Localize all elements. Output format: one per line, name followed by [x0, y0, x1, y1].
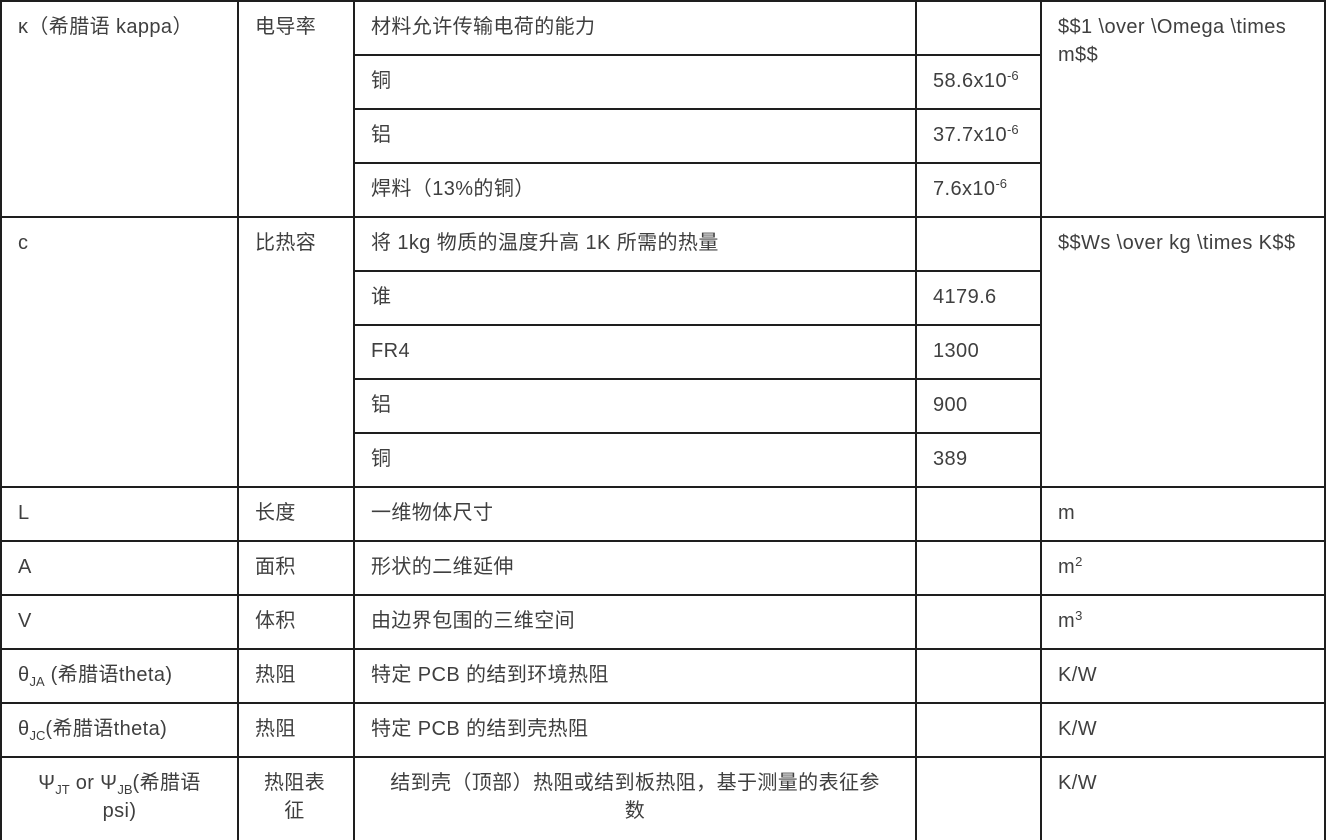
table-row: L 长度 一维物体尺寸 m [0, 486, 1326, 542]
cell-value-empty [915, 216, 1042, 272]
table-row: FR4 1300 [1, 324, 1325, 380]
property-description: 结到壳（顶部）热阻或结到板热阻，基于测量的表征参数 [353, 756, 917, 840]
unit-label: K/W [1040, 648, 1326, 704]
symbol-psi: ΨJT or ΨJB(希腊语 psi) [0, 756, 239, 840]
unit-label: K/W [1040, 756, 1326, 840]
property-description: 特定 PCB 的结到环境热阻 [353, 648, 917, 704]
property-description: 将 1kg 物质的温度升高 1K 所需的热量 [353, 216, 917, 272]
property-name: 体积 [237, 594, 355, 650]
property-name: 热阻 [237, 648, 355, 704]
property-name: 热阻表征 [237, 756, 355, 840]
property-description: 形状的二维延伸 [353, 540, 917, 596]
table-row: ΨJT or ΨJB(希腊语 psi) 热阻表征 结到壳（顶部）热阻或结到板热阻… [0, 756, 1326, 840]
material-value: 389 [915, 432, 1042, 488]
symbol-kappa: κ（希腊语 kappa） [0, 0, 239, 218]
table-row: 焊料（13%的铜） 7.6x10-6 [1, 162, 1325, 218]
table-row: 铝 900 [1, 378, 1325, 434]
unit-formula: $$Ws \over kg \times K$$ [1040, 216, 1326, 488]
property-name: 长度 [237, 486, 355, 542]
material-value: 1300 [915, 324, 1042, 380]
symbol-V: V [0, 594, 239, 650]
property-name: 面积 [237, 540, 355, 596]
symbol-theta-jc: θJC(希腊语theta) [0, 702, 239, 758]
property-name: 电导率 [237, 0, 355, 218]
unit-label: m2 [1040, 540, 1326, 596]
material-value: 58.6x10-6 [915, 54, 1042, 110]
table-row: 铝 37.7x10-6 [1, 108, 1325, 164]
cell-value-empty [915, 486, 1042, 542]
property-description: 由边界包围的三维空间 [353, 594, 917, 650]
material-label: 铝 [353, 108, 917, 164]
material-label: 铜 [353, 54, 917, 110]
unit-formula: $$1 \over \Omega \times m$$ [1040, 0, 1326, 218]
material-value: 7.6x10-6 [915, 162, 1042, 218]
table-row: V 体积 由边界包围的三维空间 m3 [0, 594, 1326, 650]
material-label: 谁 [353, 270, 917, 326]
symbol-L: L [0, 486, 239, 542]
property-name: 热阻 [237, 702, 355, 758]
material-value: 900 [915, 378, 1042, 434]
material-label: 焊料（13%的铜） [353, 162, 917, 218]
table-row: 铜 389 [1, 432, 1325, 488]
table-row: 谁 4179.6 [1, 270, 1325, 326]
cell-value-empty [915, 756, 1042, 840]
table-row: 铜 58.6x10-6 [1, 54, 1325, 110]
cell-value-empty [915, 702, 1042, 758]
property-description: 一维物体尺寸 [353, 486, 917, 542]
material-label: 铝 [353, 378, 917, 434]
table-row: θJC(希腊语theta) 热阻 特定 PCB 的结到壳热阻 K/W [0, 702, 1326, 758]
table-row: c 比热容 将 1kg 物质的温度升高 1K 所需的热量 $$Ws \over … [0, 216, 1326, 488]
cell-value-empty [915, 0, 1042, 56]
table-row: A 面积 形状的二维延伸 m2 [0, 540, 1326, 596]
symbol-A: A [0, 540, 239, 596]
material-label: 铜 [353, 432, 917, 488]
unit-label: m [1040, 486, 1326, 542]
material-value: 37.7x10-6 [915, 108, 1042, 164]
cell-value-empty [915, 540, 1042, 596]
property-description: 材料允许传输电荷的能力 [353, 0, 917, 56]
material-label: FR4 [353, 324, 917, 380]
table-row: θJA (希腊语theta) 热阻 特定 PCB 的结到环境热阻 K/W [0, 648, 1326, 704]
property-description: 特定 PCB 的结到壳热阻 [353, 702, 917, 758]
cell-value-empty [915, 648, 1042, 704]
property-name: 比热容 [237, 216, 355, 488]
unit-label: K/W [1040, 702, 1326, 758]
table-row: κ（希腊语 kappa） 电导率 材料允许传输电荷的能力 $$1 \over \… [0, 0, 1326, 218]
cell-value-empty [915, 594, 1042, 650]
symbol-c: c [0, 216, 239, 488]
symbol-theta-ja: θJA (希腊语theta) [0, 648, 239, 704]
material-value: 4179.6 [915, 270, 1042, 326]
unit-label: m3 [1040, 594, 1326, 650]
